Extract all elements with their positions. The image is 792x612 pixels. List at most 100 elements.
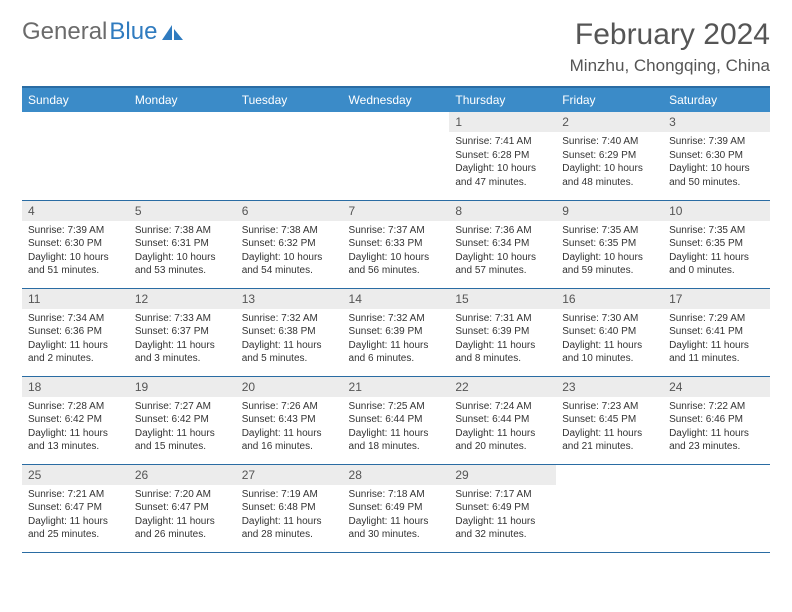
daylight-text: and 48 minutes. <box>562 176 657 190</box>
day-number: 20 <box>236 377 343 397</box>
sunrise-text: Sunrise: 7:40 AM <box>562 135 657 149</box>
day-number: 24 <box>663 377 770 397</box>
day-content: Sunrise: 7:38 AMSunset: 6:31 PMDaylight:… <box>129 221 236 280</box>
day-content: Sunrise: 7:31 AMSunset: 6:39 PMDaylight:… <box>449 309 556 368</box>
day-content: Sunrise: 7:26 AMSunset: 6:43 PMDaylight:… <box>236 397 343 456</box>
day-content: Sunrise: 7:38 AMSunset: 6:32 PMDaylight:… <box>236 221 343 280</box>
day-content: Sunrise: 7:32 AMSunset: 6:39 PMDaylight:… <box>343 309 450 368</box>
daylight-text: and 3 minutes. <box>135 352 230 366</box>
day-number: 1 <box>449 112 556 132</box>
weekday-header: Thursday <box>449 87 556 112</box>
day-number: 25 <box>22 465 129 485</box>
daylight-text: Daylight: 10 hours <box>349 251 444 265</box>
calendar-day-cell: 24Sunrise: 7:22 AMSunset: 6:46 PMDayligh… <box>663 376 770 464</box>
day-number: 12 <box>129 289 236 309</box>
day-content: Sunrise: 7:25 AMSunset: 6:44 PMDaylight:… <box>343 397 450 456</box>
sunrise-text: Sunrise: 7:35 AM <box>562 224 657 238</box>
calendar-day-cell: . <box>22 112 129 200</box>
month-title: February 2024 <box>570 18 770 52</box>
daylight-text: Daylight: 11 hours <box>562 339 657 353</box>
daylight-text: Daylight: 11 hours <box>349 339 444 353</box>
daylight-text: and 0 minutes. <box>669 264 764 278</box>
sunrise-text: Sunrise: 7:31 AM <box>455 312 550 326</box>
sunrise-text: Sunrise: 7:29 AM <box>669 312 764 326</box>
calendar-day-cell: 14Sunrise: 7:32 AMSunset: 6:39 PMDayligh… <box>343 288 450 376</box>
day-content: Sunrise: 7:35 AMSunset: 6:35 PMDaylight:… <box>556 221 663 280</box>
day-content: Sunrise: 7:35 AMSunset: 6:35 PMDaylight:… <box>663 221 770 280</box>
daylight-text: Daylight: 11 hours <box>242 339 337 353</box>
sunset-text: Sunset: 6:45 PM <box>562 413 657 427</box>
sunset-text: Sunset: 6:44 PM <box>455 413 550 427</box>
sunrise-text: Sunrise: 7:24 AM <box>455 400 550 414</box>
daylight-text: Daylight: 11 hours <box>349 515 444 529</box>
sunset-text: Sunset: 6:49 PM <box>455 501 550 515</box>
sunrise-text: Sunrise: 7:20 AM <box>135 488 230 502</box>
calendar-day-cell: 3Sunrise: 7:39 AMSunset: 6:30 PMDaylight… <box>663 112 770 200</box>
calendar-day-cell: 21Sunrise: 7:25 AMSunset: 6:44 PMDayligh… <box>343 376 450 464</box>
daylight-text: Daylight: 11 hours <box>669 427 764 441</box>
calendar-day-cell: . <box>236 112 343 200</box>
day-number: 13 <box>236 289 343 309</box>
sunset-text: Sunset: 6:49 PM <box>349 501 444 515</box>
sunset-text: Sunset: 6:48 PM <box>242 501 337 515</box>
day-number: 7 <box>343 201 450 221</box>
calendar-week-row: 18 Sunrise: 7:28 AMSunset: 6:42 PM Dayligh… <box>22 376 770 464</box>
daylight-text: and 50 minutes. <box>669 176 764 190</box>
day-number: 11 <box>22 289 129 309</box>
calendar-day-cell: 6Sunrise: 7:38 AMSunset: 6:32 PMDaylight… <box>236 200 343 288</box>
day-number: 21 <box>343 377 450 397</box>
calendar-table: Sunday Monday Tuesday Wednesday Thursday… <box>22 86 770 553</box>
daylight-text: and 47 minutes. <box>455 176 550 190</box>
sunset-text: Sunset: 6:47 PM <box>28 501 123 515</box>
sunset-text: Sunset: 6:39 PM <box>349 325 444 339</box>
daylight-text: Daylight: 10 hours <box>455 251 550 265</box>
calendar-day-cell: 19Sunrise: 7:27 AMSunset: 6:42 PMDayligh… <box>129 376 236 464</box>
day-number: 23 <box>556 377 663 397</box>
calendar-day-cell: 12Sunrise: 7:33 AMSunset: 6:37 PMDayligh… <box>129 288 236 376</box>
weekday-header: Monday <box>129 87 236 112</box>
day-content: Sunrise: 7:41 AMSunset: 6:28 PMDaylight:… <box>449 132 556 191</box>
sunset-text: Sunset: 6:47 PM <box>135 501 230 515</box>
daylight-text: and 53 minutes. <box>135 264 230 278</box>
calendar-day-cell: . <box>663 464 770 552</box>
sunset-text: Sunset: 6:39 PM <box>455 325 550 339</box>
daylight-text: Daylight: 11 hours <box>28 515 123 529</box>
day-content: Sunrise: 7:40 AMSunset: 6:29 PMDaylight:… <box>556 132 663 191</box>
sunset-text: Sunset: 6:30 PM <box>669 149 764 163</box>
sunrise-text: Sunrise: 7:22 AM <box>669 400 764 414</box>
day-content: Sunrise: 7:33 AMSunset: 6:37 PMDaylight:… <box>129 309 236 368</box>
sunset-text: Sunset: 6:36 PM <box>28 325 123 339</box>
sunrise-text: Sunrise: 7:38 AM <box>242 224 337 238</box>
daylight-text: Daylight: 10 hours <box>562 162 657 176</box>
sunrise-text: Sunrise: 7:39 AM <box>28 224 123 238</box>
day-content: Sunrise: 7:19 AMSunset: 6:48 PMDaylight:… <box>236 485 343 544</box>
day-number: 15 <box>449 289 556 309</box>
day-number: 6 <box>236 201 343 221</box>
daylight-text: and 10 minutes. <box>562 352 657 366</box>
daylight-text: Daylight: 11 hours <box>242 515 337 529</box>
day-content: Sunrise: 7:20 AMSunset: 6:47 PMDaylight:… <box>129 485 236 544</box>
day-number: 5 <box>129 201 236 221</box>
sunrise-text: Sunrise: 7:34 AM <box>28 312 123 326</box>
logo-text-blue: Blue <box>109 18 157 46</box>
calendar-day-cell: 15Sunrise: 7:31 AMSunset: 6:39 PMDayligh… <box>449 288 556 376</box>
day-number: 18 <box>22 377 129 397</box>
calendar-week-row: 25Sunrise: 7:21 AMSunset: 6:47 PMDayligh… <box>22 464 770 552</box>
day-content: Sunrise: 7:34 AMSunset: 6:36 PMDaylight:… <box>22 309 129 368</box>
day-number: 10 <box>663 201 770 221</box>
day-number: 8 <box>449 201 556 221</box>
sunset-text: Sunset: 6:38 PM <box>242 325 337 339</box>
daylight-text: and 23 minutes. <box>669 440 764 454</box>
daylight-text: Daylight: 11 hours <box>349 427 444 441</box>
calendar-day-cell: 4Sunrise: 7:39 AMSunset: 6:30 PMDaylight… <box>22 200 129 288</box>
weekday-header-row: Sunday Monday Tuesday Wednesday Thursday… <box>22 87 770 112</box>
daylight-text: Daylight: 11 hours <box>135 515 230 529</box>
daylight-text: and 5 minutes. <box>242 352 337 366</box>
sunrise-text: Sunrise: 7:28 AM <box>28 400 123 414</box>
sunset-text: Sunset: 6:42 PM <box>28 413 123 427</box>
day-content: Sunrise: 7:29 AMSunset: 6:41 PMDaylight:… <box>663 309 770 368</box>
calendar-day-cell: 10Sunrise: 7:35 AMSunset: 6:35 PMDayligh… <box>663 200 770 288</box>
day-number: 22 <box>449 377 556 397</box>
sunrise-text: Sunrise: 7:27 AM <box>135 400 230 414</box>
day-number: 9 <box>556 201 663 221</box>
